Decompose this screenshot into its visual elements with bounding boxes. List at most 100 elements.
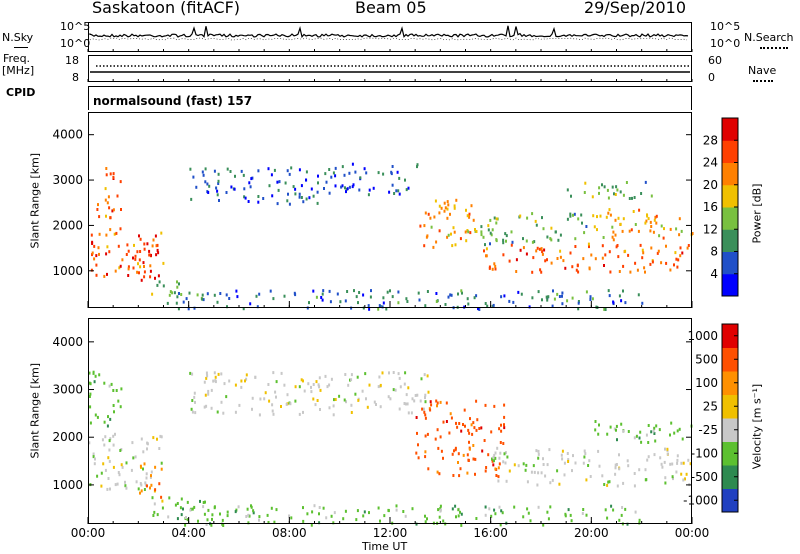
cell-velocity-5-13 [464, 424, 466, 428]
cell-velocity-6-47 [524, 468, 527, 472]
cell-velocity-4-99 [354, 392, 357, 396]
cell-velocity-5-45 [436, 428, 439, 432]
cell-velocity-6-33 [549, 481, 552, 485]
cell-velocity-0-22 [103, 381, 106, 385]
cell-power-4-27 [305, 197, 308, 201]
cell-velocity-8-138 [498, 505, 501, 509]
cell-velocity-4-1 [350, 373, 353, 377]
cell-velocity-8-97 [258, 515, 261, 519]
cell-power-1-51 [95, 263, 98, 267]
cell-velocity-8-70 [191, 507, 194, 511]
cell-velocity-8-0 [537, 505, 540, 509]
cell-velocity-4-71 [222, 411, 225, 415]
cell-power-10-126 [385, 307, 388, 311]
cell-power-10-90 [475, 294, 478, 298]
cell-power-4-68 [298, 168, 301, 172]
cell-velocity-4-126 [234, 410, 237, 414]
cell-velocity-4-111 [193, 391, 196, 395]
cell-velocity-0-18 [88, 395, 91, 398]
cell-power-3-6 [173, 291, 176, 295]
cell-velocity-4-150 [312, 383, 315, 386]
cell-velocity-6-111 [494, 451, 497, 455]
cbtick-label-power-5: 24 [703, 156, 718, 170]
colorbar-seg-velocity-5 [722, 371, 738, 395]
cell-power-8-30 [480, 230, 483, 234]
cell-velocity-1-57 [102, 462, 105, 466]
cell-velocity-6-93 [525, 463, 528, 467]
cell-power-6-44 [449, 212, 451, 216]
cell-velocity-8-110 [460, 512, 463, 516]
cell-velocity-5-14 [456, 425, 459, 429]
cell-velocity-4-46 [289, 402, 292, 406]
cell-velocity-4-9 [190, 407, 193, 411]
cell-velocity-4-154 [334, 398, 337, 401]
cell-velocity-3-19 [152, 514, 155, 517]
cell-power-4-77 [204, 167, 207, 171]
cell-velocity-6-108 [566, 452, 569, 455]
cell-velocity-6-23 [664, 476, 667, 480]
cell-power-4-79 [249, 185, 252, 189]
cell-velocity-4-32 [316, 399, 319, 402]
cell-velocity-1-16 [107, 477, 110, 480]
cell-power-7-71 [588, 267, 591, 271]
cell-power-0-9 [112, 172, 115, 176]
cell-power-7-63 [522, 246, 525, 250]
cell-velocity-4-92 [264, 391, 267, 395]
cell-power-1-56 [156, 243, 159, 247]
cell-power-10-117 [397, 301, 400, 305]
cell-power-9-23 [646, 213, 648, 217]
cell-velocity-4-66 [205, 376, 208, 380]
cell-power-7-64 [525, 252, 528, 256]
cell-velocity-4-64 [422, 407, 425, 411]
cell-power-1-41 [132, 266, 135, 270]
cell-velocity-2-11 [160, 467, 163, 471]
cell-power-4-17 [302, 200, 305, 204]
cell-power-10-98 [486, 304, 489, 308]
cell-velocity-1-10 [160, 435, 163, 439]
cell-power-9-50 [663, 227, 665, 231]
cell-power-10-11 [386, 290, 389, 294]
cell-velocity-4-15 [294, 399, 297, 403]
cell-power-10-49 [561, 302, 564, 306]
cell-velocity-1-12 [145, 476, 148, 480]
cell-velocity-5-81 [436, 404, 438, 408]
cell-power-7-31 [540, 270, 543, 274]
cell-power-7-73 [556, 257, 559, 260]
power-ylabel: Slant Range [km] [28, 152, 42, 249]
cell-power-7-9 [508, 259, 511, 263]
cell-velocity-6-15 [504, 451, 507, 455]
velocity-ylabel: Slant Range [km] [28, 362, 42, 459]
cell-velocity-6-5 [537, 452, 540, 456]
cell-power-10-38 [591, 297, 594, 301]
cell-power-10-61 [355, 295, 358, 299]
cell-velocity-3-0 [199, 499, 201, 503]
cell-power-7-13 [483, 249, 485, 253]
cell-power-4-8 [257, 195, 260, 198]
cbtick-label-velocity-3: 25 [703, 399, 718, 413]
cell-velocity-8-22 [415, 522, 418, 526]
cell-velocity-5-38 [429, 400, 432, 404]
cell-power-10-55 [294, 293, 297, 297]
cell-velocity-5-52 [467, 428, 470, 432]
cell-velocity-8-80 [377, 506, 380, 510]
cell-velocity-6-67 [638, 468, 641, 472]
cell-power-10-137 [620, 299, 623, 303]
cell-power-11-11 [603, 185, 606, 189]
cell-velocity-6-92 [685, 472, 688, 476]
cell-power-4-60 [201, 170, 204, 174]
cell-power-10-130 [545, 295, 548, 299]
cell-velocity-6-61 [597, 449, 600, 453]
cell-power-3-3 [176, 285, 179, 289]
cell-power-10-15 [450, 293, 453, 297]
cell-velocity-8-87 [213, 506, 216, 510]
cell-power-10-43 [447, 295, 450, 299]
cell-power-6-31 [466, 214, 469, 218]
cell-velocity-8-14 [484, 513, 487, 517]
cell-power-10-23 [320, 296, 323, 299]
cell-velocity-6-113 [517, 464, 520, 468]
cell-velocity-8-122 [490, 514, 493, 518]
cell-power-11-18 [607, 196, 610, 200]
cell-velocity-5-19 [469, 417, 471, 421]
cell-power-5-18 [334, 166, 337, 170]
cell-velocity-8-81 [542, 523, 545, 527]
